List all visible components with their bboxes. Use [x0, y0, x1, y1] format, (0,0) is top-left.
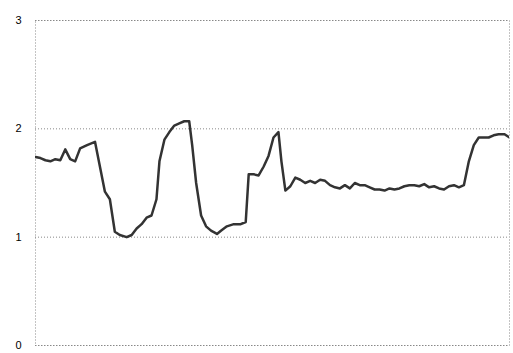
svg-text:3: 3	[15, 14, 21, 26]
svg-text:1: 1	[15, 231, 21, 243]
svg-text:2: 2	[15, 122, 21, 134]
svg-text:0: 0	[15, 339, 21, 351]
